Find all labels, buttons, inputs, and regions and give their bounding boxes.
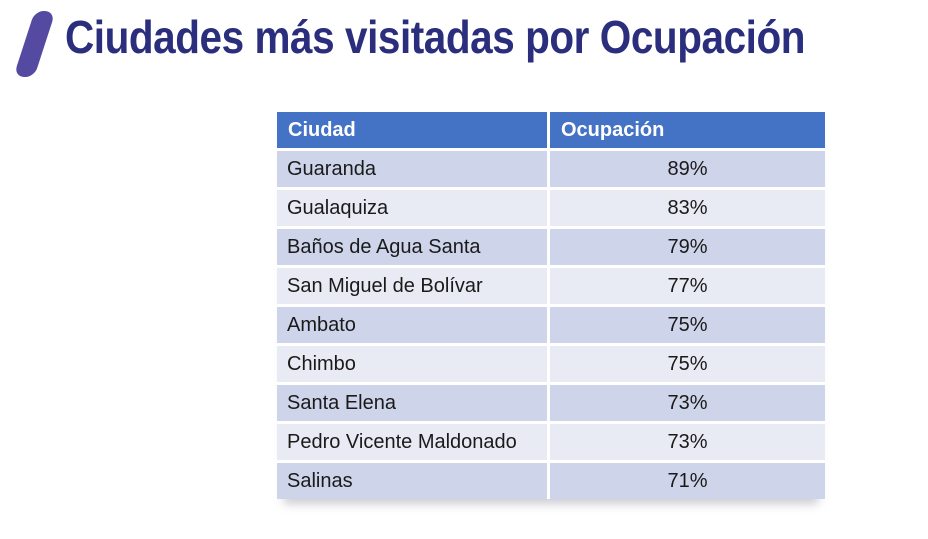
table-row: Pedro Vicente Maldonado 73% <box>277 424 825 460</box>
occupancy-cell: 75% <box>550 307 825 343</box>
table-header-row: Ciudad Ocupación <box>277 112 825 148</box>
city-cell: Guaranda <box>277 151 547 187</box>
table-row: Salinas 71% <box>277 463 825 499</box>
table-row: Guaranda 89% <box>277 151 825 187</box>
occupancy-cell: 89% <box>550 151 825 187</box>
title-block: Ciudades más visitadas por Ocupación <box>10 8 906 77</box>
table-row: San Miguel de Bolívar 77% <box>277 268 825 304</box>
city-cell: Chimbo <box>277 346 547 382</box>
occupancy-cell: 79% <box>550 229 825 265</box>
column-header-occupancy: Ocupación <box>550 112 825 148</box>
table-row: Chimbo 75% <box>277 346 825 382</box>
column-header-city: Ciudad <box>277 112 547 148</box>
page-title: Ciudades más visitadas por Ocupación <box>65 11 806 63</box>
city-cell: Baños de Agua Santa <box>277 229 547 265</box>
occupancy-cell: 71% <box>550 463 825 499</box>
occupancy-cell: 75% <box>550 346 825 382</box>
table-body: Guaranda 89% Gualaquiza 83% Baños de Agua Sa… <box>277 151 825 499</box>
occupancy-cell: 73% <box>550 424 825 460</box>
city-cell: Pedro Vicente Maldonado <box>277 424 547 460</box>
table-row: Ambato 75% <box>277 307 825 343</box>
table-row: Gualaquiza 83% <box>277 190 825 226</box>
city-cell: Gualaquiza <box>277 190 547 226</box>
city-cell: Salinas <box>277 463 547 499</box>
occupancy-cell: 77% <box>550 268 825 304</box>
city-cell: San Miguel de Bolívar <box>277 268 547 304</box>
city-cell: Santa Elena <box>277 385 547 421</box>
table-row: Santa Elena 73% <box>277 385 825 421</box>
occupancy-cell: 83% <box>550 190 825 226</box>
slash-decoration-icon <box>13 11 56 77</box>
occupancy-cell: 73% <box>550 385 825 421</box>
occupancy-table-wrap: Ciudad Ocupación Guaranda 89% Gualaquiza 83… <box>277 112 825 499</box>
occupancy-table: Ciudad Ocupación Guaranda 89% Gualaquiza 83… <box>277 112 825 499</box>
table-row: Baños de Agua Santa 79% <box>277 229 825 265</box>
city-cell: Ambato <box>277 307 547 343</box>
